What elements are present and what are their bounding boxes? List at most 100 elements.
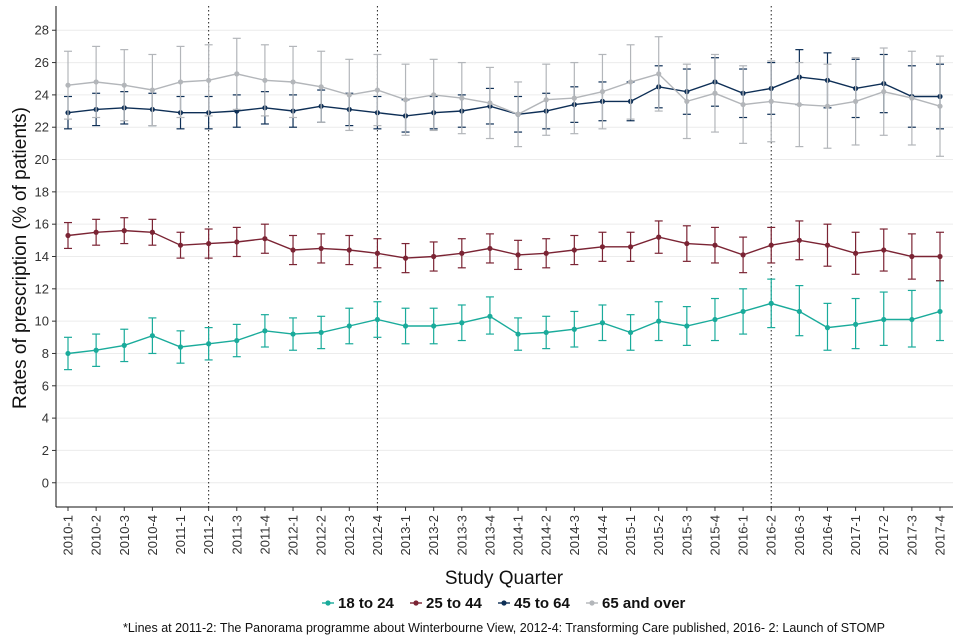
legend-key-dot xyxy=(501,600,507,606)
data-point xyxy=(909,253,915,260)
data-point xyxy=(374,87,381,93)
y-tick-label: 18 xyxy=(35,184,49,199)
legend-item: 65 and over xyxy=(586,595,686,612)
data-point xyxy=(262,236,268,242)
data-point xyxy=(627,79,634,85)
data-point xyxy=(487,245,493,252)
data-point xyxy=(374,316,381,323)
data-point xyxy=(234,71,240,77)
data-point xyxy=(318,329,324,336)
series-line xyxy=(67,302,941,355)
data-point xyxy=(627,244,634,250)
data-point xyxy=(149,333,155,339)
data-point xyxy=(656,234,662,240)
data-point xyxy=(853,98,859,104)
y-tick-label: 6 xyxy=(42,378,49,393)
data-point xyxy=(206,341,212,347)
x-tick-label: 2016-4 xyxy=(820,515,835,555)
data-point xyxy=(290,79,296,85)
x-axis-title: Study Quarter xyxy=(445,568,564,589)
y-tick-label: 10 xyxy=(35,314,49,329)
y-tick-label: 14 xyxy=(35,249,49,264)
x-tick-label: 2010-3 xyxy=(117,515,132,555)
x-tick-label: 2011-3 xyxy=(229,515,244,555)
x-tick-label: 2013-4 xyxy=(482,515,497,555)
data-point xyxy=(571,326,577,332)
data-point xyxy=(402,323,409,329)
data-point xyxy=(290,247,296,253)
data-point xyxy=(65,232,71,239)
data-point xyxy=(431,253,437,260)
data-point xyxy=(121,228,127,234)
x-tick-label: 2010-4 xyxy=(145,515,160,555)
x-tick-label: 2012-4 xyxy=(370,515,385,555)
data-point xyxy=(431,92,437,98)
data-point xyxy=(824,103,831,109)
legend-key-dot xyxy=(325,600,331,606)
data-point xyxy=(740,101,746,108)
data-point xyxy=(346,92,352,98)
data-point xyxy=(402,255,409,261)
x-tick-label: 2015-4 xyxy=(707,515,722,555)
x-tick-label: 2016-1 xyxy=(736,515,751,555)
series-line xyxy=(67,76,940,117)
data-point xyxy=(881,247,887,253)
data-point xyxy=(599,320,606,326)
data-point xyxy=(318,245,324,252)
data-point xyxy=(262,77,268,83)
data-point xyxy=(177,79,184,85)
y-tick-label: 12 xyxy=(35,281,49,296)
y-tick-label: 22 xyxy=(35,120,49,135)
data-point xyxy=(515,252,521,258)
x-tick-label: 2012-2 xyxy=(314,515,329,555)
data-point xyxy=(768,242,774,248)
data-point xyxy=(65,82,71,88)
x-tick-labels: 2010-1 2010-2 2010-3 2010-4 2011-1 2011-2 2011… xyxy=(61,507,948,555)
data-point xyxy=(768,300,774,306)
data-point xyxy=(740,308,746,315)
data-point xyxy=(93,229,99,235)
data-point xyxy=(262,328,268,334)
data-point xyxy=(712,90,718,96)
series-65-and-over xyxy=(64,36,944,157)
data-point xyxy=(121,82,127,88)
data-point xyxy=(290,331,296,337)
legend-label: 65 and over xyxy=(602,595,686,612)
data-point xyxy=(93,347,99,353)
data-point xyxy=(543,97,549,103)
data-point xyxy=(909,95,915,101)
data-point xyxy=(459,250,465,256)
data-point xyxy=(402,97,409,103)
data-point xyxy=(599,244,606,250)
footnote: *Lines at 2011-2: The Panorama programme… xyxy=(123,621,885,635)
legend-label: 45 to 64 xyxy=(514,595,571,612)
x-tick-label: 2013-1 xyxy=(398,515,413,555)
data-point xyxy=(768,98,774,104)
x-tick-label: 2013-2 xyxy=(426,515,441,555)
legend-key-dot xyxy=(589,600,595,606)
x-tick-label: 2012-3 xyxy=(342,515,357,555)
data-point xyxy=(627,329,634,336)
x-tick-label: 2015-2 xyxy=(651,515,666,555)
series-line xyxy=(67,229,940,259)
data-point xyxy=(234,239,240,245)
data-point xyxy=(431,323,437,329)
data-point xyxy=(177,242,184,248)
data-point xyxy=(740,252,746,258)
data-point xyxy=(684,98,690,104)
data-point xyxy=(177,344,184,350)
data-point xyxy=(684,240,690,247)
data-point xyxy=(459,95,465,101)
data-point xyxy=(796,101,802,108)
data-point xyxy=(599,89,606,95)
data-point xyxy=(656,71,662,77)
data-point xyxy=(149,229,155,235)
y-tick-label: 0 xyxy=(42,475,49,490)
data-point xyxy=(543,329,549,336)
data-point xyxy=(459,320,465,326)
data-point xyxy=(149,87,155,93)
series-45-to-64 xyxy=(64,49,944,133)
series xyxy=(64,36,944,371)
y-tick-label: 26 xyxy=(35,55,49,70)
legend-item: 25 to 44 xyxy=(410,595,483,612)
